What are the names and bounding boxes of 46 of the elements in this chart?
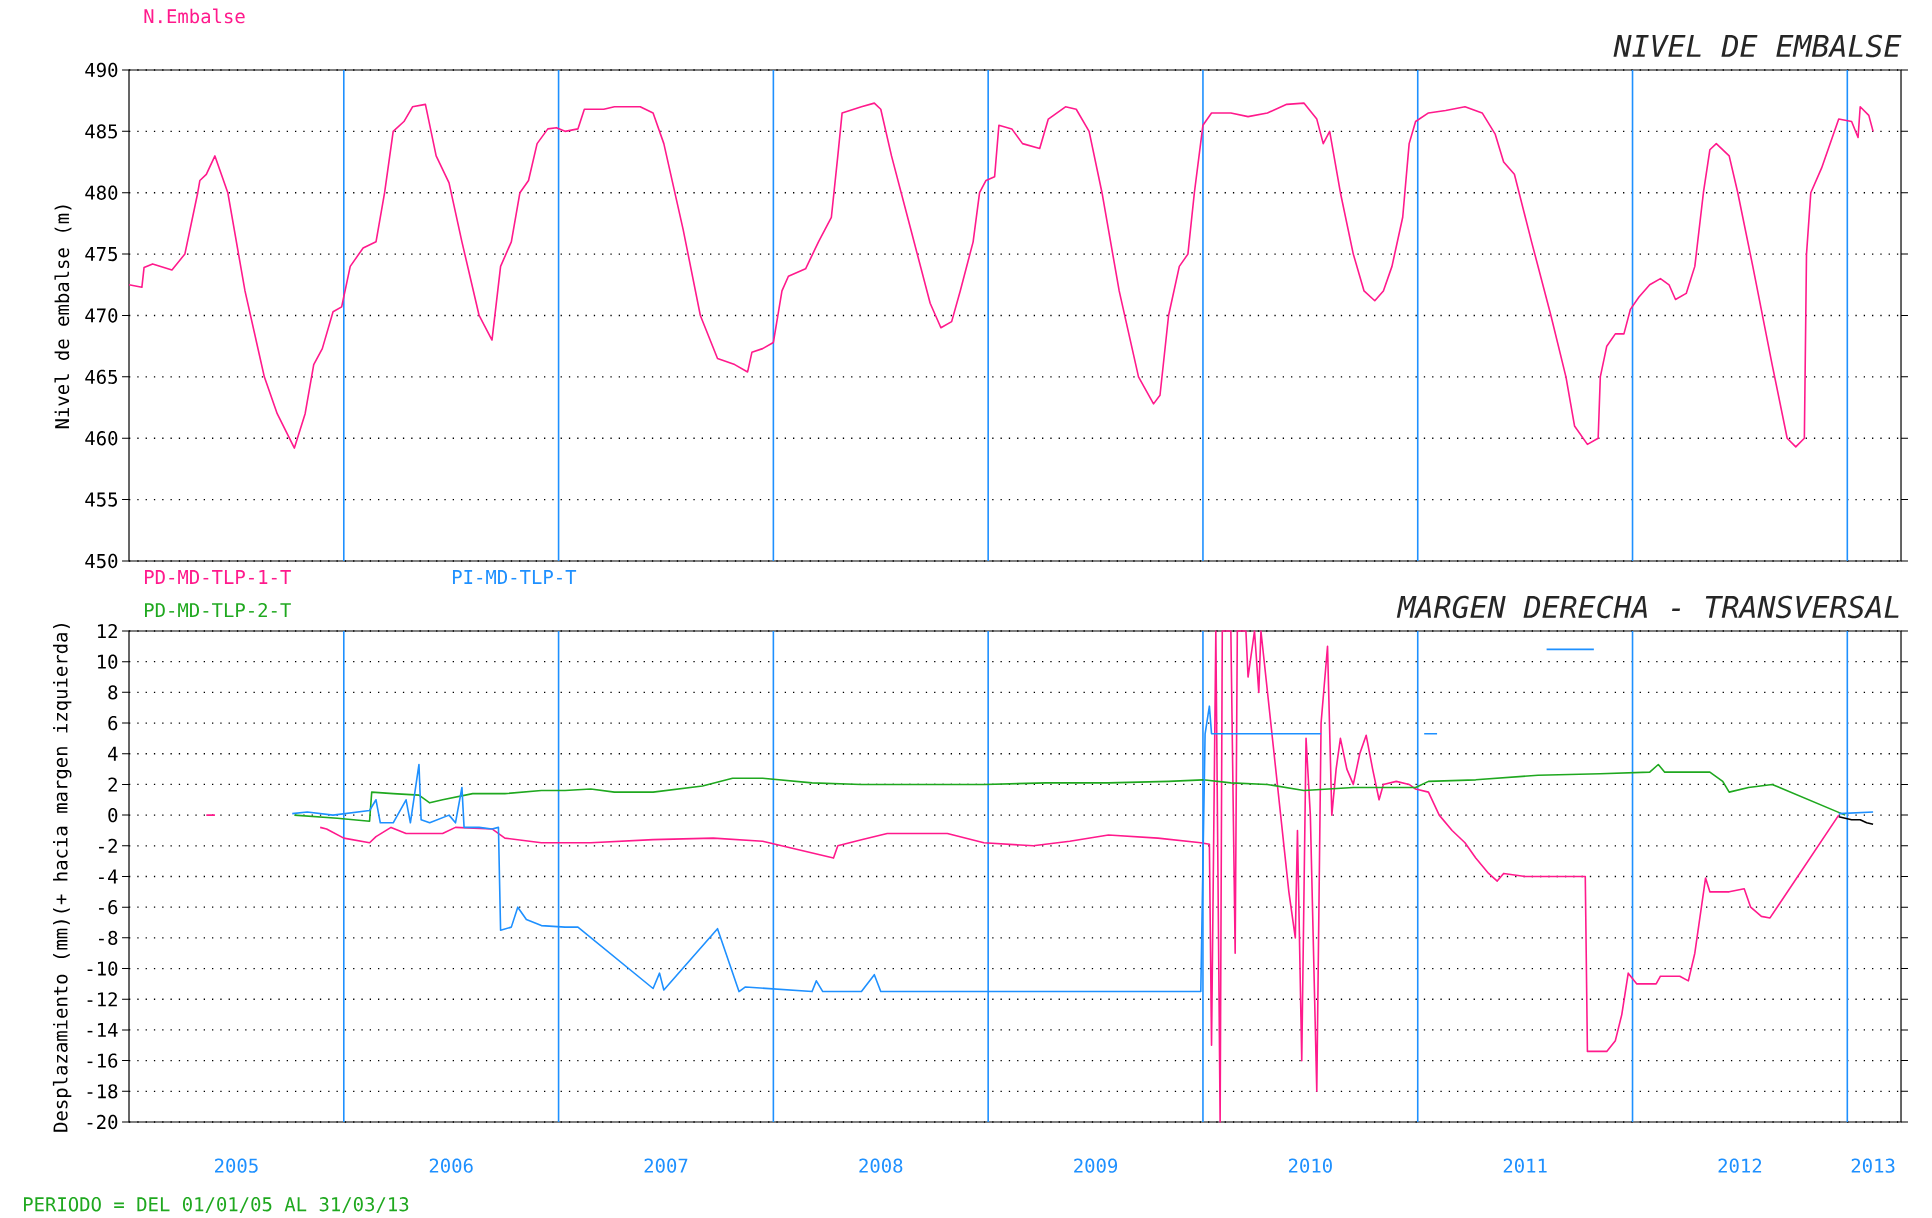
- y-tick-label: 460: [85, 431, 118, 446]
- x-tick-label: 2010: [1288, 1158, 1332, 1173]
- y-tick-label: 465: [85, 369, 117, 385]
- y-tick-label: 480: [85, 185, 118, 200]
- y-tick-label: 2: [108, 777, 117, 792]
- y-tick-label: 470: [85, 308, 118, 323]
- y-tick-label: -12: [87, 992, 117, 1007]
- y-tick-label: -16: [87, 1053, 118, 1068]
- y-tick-label: 10: [97, 654, 118, 669]
- x-tick-label: 2006: [429, 1158, 473, 1173]
- text: N.Embalse: [144, 8, 245, 24]
- x-tick-label: 2007: [644, 1158, 688, 1173]
- y-tick-label: 490: [85, 62, 118, 78]
- chart-title: NIVEL DE EMBALSE: [1613, 34, 1902, 58]
- text: PD-MD-TLP-1-T: [145, 570, 291, 584]
- chart-title: MARGEN DERECHA - TRANSVERSAL: [1396, 595, 1899, 619]
- y-tick-label: -4: [99, 869, 118, 884]
- x-tick-label: 2011: [1503, 1158, 1547, 1173]
- text: PI-MD-TLP-T: [453, 570, 577, 584]
- y-axis-title: Desplazamiento (mm)(+ hacia margen izquierda): [52, 624, 72, 1132]
- y-axis-title: Nivel de embalse (m): [54, 205, 72, 429]
- y-tick-label: 0: [108, 807, 118, 823]
- text: PD-MD-TLP-2-T: [145, 602, 291, 618]
- y-tick-label: 8: [108, 685, 118, 700]
- y-tick-label: -20: [87, 1114, 118, 1130]
- x-tick-label: 2012: [1718, 1158, 1762, 1173]
- y-tick-label: -10: [87, 961, 118, 976]
- y-tick-label: -14: [87, 1023, 118, 1037]
- y-tick-label: 455: [85, 492, 117, 507]
- y-tick-label: -8: [99, 930, 118, 946]
- x-tick-label: 2008: [859, 1158, 903, 1173]
- y-tick-label: -6: [99, 900, 118, 915]
- y-tick-label: -2: [99, 838, 117, 853]
- x-tick-label: 2013: [1851, 1158, 1895, 1173]
- text: PERIODO = DEL 01/01/05 AL 31/03/13: [24, 1197, 409, 1213]
- y-tick-label: -18: [87, 1084, 118, 1099]
- y-tick-label: 475: [85, 247, 117, 262]
- x-tick-label: 2005: [215, 1158, 258, 1173]
- y-tick-label: 12: [97, 623, 117, 639]
- line-series: [128, 102, 1874, 449]
- y-tick-label: 450: [85, 553, 118, 569]
- line-series: [1837, 815, 1874, 826]
- y-tick-label: 485: [85, 124, 117, 139]
- y-tick-label: 4: [108, 746, 118, 761]
- y-tick-label: 6: [108, 715, 118, 731]
- x-tick-label: 2009: [1074, 1158, 1118, 1173]
